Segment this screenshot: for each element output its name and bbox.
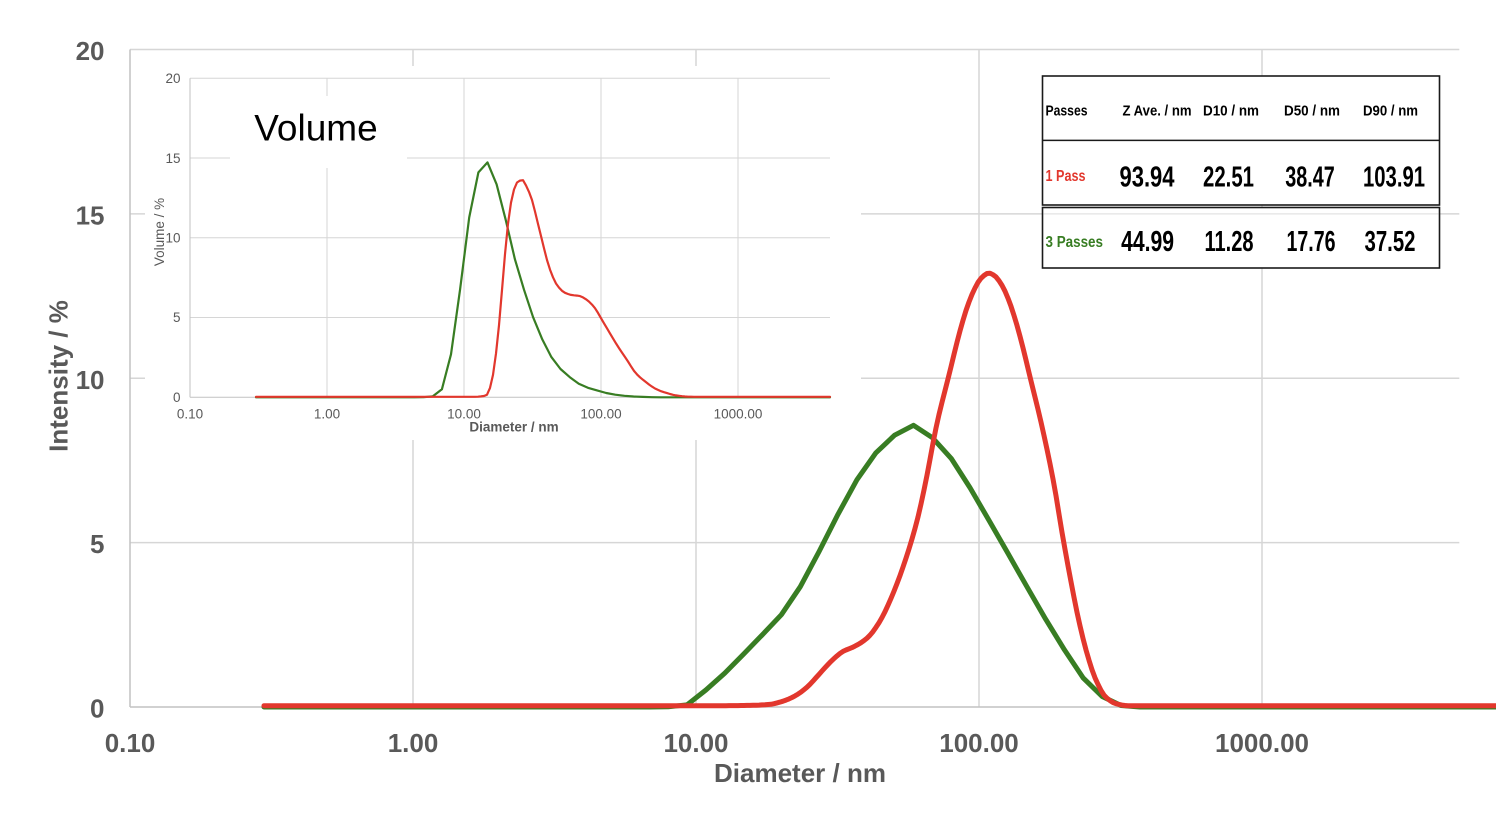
svg-text:0: 0 (90, 694, 104, 724)
svg-text:10.00: 10.00 (663, 728, 728, 758)
svg-text:11.28: 11.28 (1205, 226, 1254, 258)
svg-text:Diameter / nm: Diameter / nm (714, 758, 886, 788)
svg-text:D10 / nm: D10 / nm (1203, 103, 1259, 120)
svg-text:93.94: 93.94 (1120, 162, 1175, 194)
svg-text:22.51: 22.51 (1203, 162, 1254, 194)
svg-text:1000.00: 1000.00 (1215, 728, 1309, 758)
svg-text:0.10: 0.10 (177, 406, 203, 421)
svg-text:Diameter / nm: Diameter / nm (469, 420, 558, 435)
svg-text:5: 5 (173, 310, 181, 325)
svg-text:1.00: 1.00 (314, 406, 340, 421)
svg-text:0.10: 0.10 (105, 728, 156, 758)
svg-text:Volume / %: Volume / % (152, 198, 167, 266)
svg-text:Volume: Volume (254, 108, 377, 149)
svg-text:3 Passes: 3 Passes (1046, 234, 1104, 251)
svg-text:D90 / nm: D90 / nm (1363, 103, 1418, 120)
svg-text:20: 20 (76, 36, 105, 66)
svg-text:100.00: 100.00 (580, 406, 621, 421)
svg-text:17.76: 17.76 (1287, 226, 1336, 258)
svg-text:37.52: 37.52 (1365, 226, 1416, 258)
svg-text:44.99: 44.99 (1121, 226, 1174, 258)
svg-text:15: 15 (76, 200, 105, 230)
svg-text:15: 15 (165, 151, 180, 166)
svg-text:Passes: Passes (1046, 103, 1088, 120)
svg-text:Z Ave. / nm: Z Ave. / nm (1123, 103, 1192, 120)
svg-text:0: 0 (173, 390, 181, 405)
svg-text:1.00: 1.00 (388, 728, 439, 758)
svg-text:5: 5 (90, 529, 104, 559)
svg-text:10: 10 (76, 365, 105, 395)
svg-text:1 Pass: 1 Pass (1046, 168, 1086, 185)
svg-text:20: 20 (165, 71, 180, 86)
svg-text:10.00: 10.00 (447, 406, 481, 421)
svg-text:1000.00: 1000.00 (714, 406, 763, 421)
svg-text:103.91: 103.91 (1363, 162, 1425, 194)
svg-text:Intensity / %: Intensity / % (44, 300, 74, 452)
svg-text:D50 / nm: D50 / nm (1284, 103, 1340, 120)
svg-text:100.00: 100.00 (939, 728, 1019, 758)
svg-text:38.47: 38.47 (1285, 162, 1335, 194)
svg-text:10: 10 (165, 231, 180, 246)
